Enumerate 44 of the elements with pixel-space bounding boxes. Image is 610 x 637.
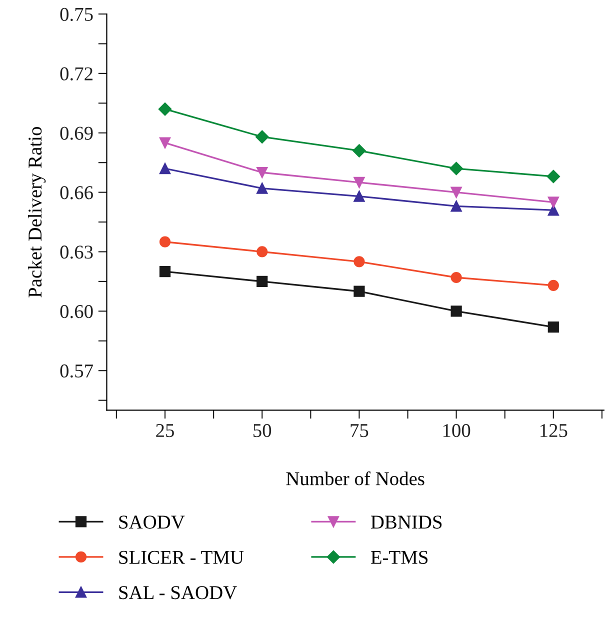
x-tick-label: 50	[254, 424, 272, 438]
point	[354, 176, 365, 188]
point	[450, 200, 462, 212]
point	[546, 170, 560, 184]
legend-label: SAL - SAODV	[119, 586, 237, 600]
point	[354, 256, 365, 268]
point	[548, 321, 559, 333]
point	[256, 182, 268, 194]
legend-label: E-TMS	[370, 550, 428, 564]
point	[158, 102, 172, 116]
legend-label: SLICER - TMU	[119, 550, 244, 564]
point	[256, 166, 268, 178]
y-tick-label: 0.63	[60, 246, 93, 259]
y-tick-label: 0.60	[60, 304, 93, 318]
y-tick-label: 0.69	[60, 126, 93, 140]
legend-label: DBNIDS	[370, 516, 442, 529]
x-tick-label: 75	[350, 424, 368, 438]
point	[450, 186, 462, 198]
y-tick-label: 0.57	[60, 364, 93, 378]
point	[548, 204, 559, 216]
x-tick-label: 25	[156, 424, 174, 438]
point	[159, 162, 171, 174]
x-tick-label: 125	[540, 424, 568, 438]
legend-label: SAODV	[119, 516, 185, 529]
y-tick-label: 0.72	[60, 67, 92, 80]
point	[450, 306, 462, 317]
y-tick-label: 0.75	[60, 8, 93, 22]
point	[450, 272, 462, 284]
x-tick-label: 100	[443, 424, 470, 438]
point	[450, 162, 463, 176]
x-axis-title: Number of Nodes	[286, 471, 424, 486]
point	[352, 144, 366, 158]
point	[256, 130, 269, 144]
y-tick-label: 0.66	[60, 186, 93, 200]
point	[354, 190, 365, 202]
y-axis-title: Packet Delivery Ratio	[28, 127, 46, 298]
point	[256, 246, 268, 258]
point	[159, 137, 171, 148]
point	[159, 266, 171, 278]
point	[354, 286, 365, 297]
point	[256, 276, 268, 288]
point	[548, 280, 559, 291]
point	[548, 196, 559, 208]
point	[159, 236, 171, 248]
